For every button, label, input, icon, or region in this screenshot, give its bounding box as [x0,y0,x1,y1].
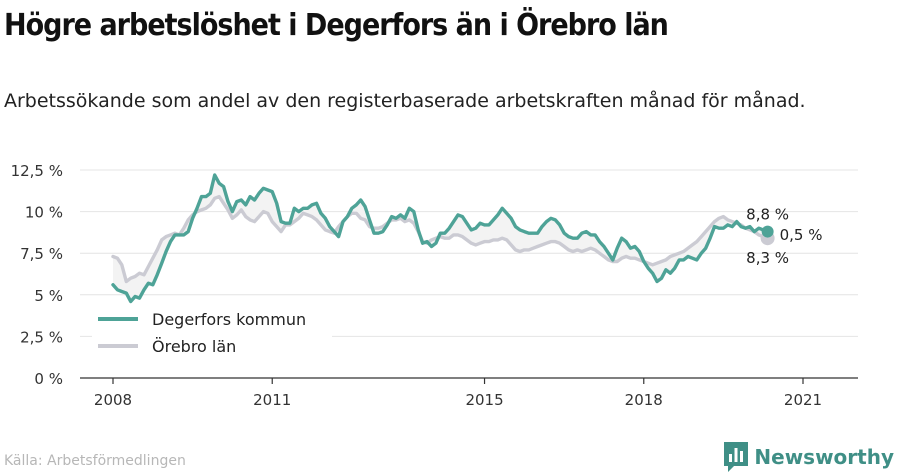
y-tick-label: 10 % [25,204,63,222]
x-tick-label: 2021 [784,391,822,409]
y-tick-label: 7,5 % [20,245,63,263]
chart-subtitle: Arbetssökande som andel av den registerb… [4,90,806,112]
x-tick-label: 2008 [94,391,132,409]
source-note: Källa: Arbetsförmedlingen [4,453,186,469]
legend-background [92,306,332,364]
x-tick-label: 2015 [465,391,503,409]
brand-logo: Newsworthy [724,440,894,474]
series-line-degerfors [111,173,770,304]
x-tick-label: 2011 [253,391,291,409]
chart-title: Högre arbetslöshet i Degerfors än i Öreb… [4,8,669,43]
series-line-orebro [111,194,774,284]
end-label-orebro: 8,3 % [746,249,789,267]
end-marker-degerfors [761,225,774,238]
x-tick-label: 2018 [625,391,663,409]
y-tick-label: 0 % [34,370,63,388]
brand-name: Newsworthy [754,445,894,469]
end-difference-label: 0,5 % [780,226,823,244]
legend-label-orebro: Örebro län [152,337,236,356]
y-tick-label: 12,5 % [11,162,63,180]
y-tick-label: 2,5 % [20,328,63,346]
newsworthy-logo-icon [724,442,749,472]
y-tick-label: 5 % [34,287,63,305]
legend-label-degerfors: Degerfors kommun [152,310,306,329]
end-label-degerfors: 8,8 % [746,206,789,224]
